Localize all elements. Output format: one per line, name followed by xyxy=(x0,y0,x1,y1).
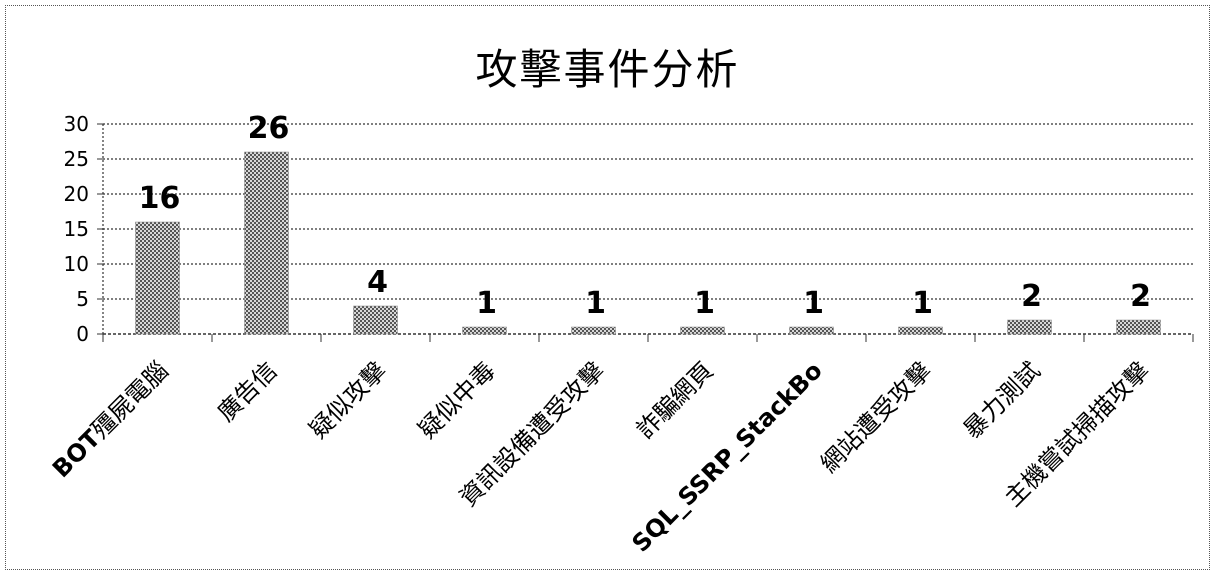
y-tick-label: 0 xyxy=(76,322,89,346)
y-tick-label: 5 xyxy=(76,287,89,311)
bar xyxy=(680,326,725,335)
x-tick-label: SQL_SSRP_StackBo xyxy=(627,356,828,557)
data-label: 2 xyxy=(1021,279,1042,314)
y-tick-label: 30 xyxy=(64,112,89,136)
x-tick-label: 疑似攻擊 xyxy=(304,356,392,444)
data-label: 1 xyxy=(912,286,933,321)
y-tick-label: 20 xyxy=(64,182,89,206)
bar xyxy=(898,326,943,335)
bar xyxy=(353,305,398,335)
data-label: 1 xyxy=(803,286,824,321)
y-tick-label: 15 xyxy=(64,217,89,241)
y-tick-label: 25 xyxy=(64,147,89,171)
bar xyxy=(1116,319,1161,335)
x-tick-label: 廣告信 xyxy=(212,356,283,427)
chart-title: 攻擊事件分析 xyxy=(475,45,740,94)
data-label: 1 xyxy=(585,286,606,321)
bar xyxy=(789,326,834,335)
x-tick-label: 疑似中毒 xyxy=(413,356,501,444)
data-label: 2 xyxy=(1130,279,1151,314)
data-label: 1 xyxy=(694,286,715,321)
data-label: 1 xyxy=(476,286,497,321)
bar xyxy=(462,326,507,335)
data-label: 26 xyxy=(248,111,290,146)
x-tick-label: 網站遭受攻擊 xyxy=(815,356,937,478)
y-tick-label: 10 xyxy=(64,252,89,276)
x-tick-label: BOT殭屍電腦 xyxy=(47,356,174,483)
x-tick-label: 詐騙網頁 xyxy=(631,356,719,444)
bar xyxy=(1007,319,1052,335)
data-label: 4 xyxy=(367,265,388,300)
chart-frame: 攻擊事件分析 0 5 10 15 20 25 30 16 BOT殭屍電腦 26 廣告信 4 疑似攻擊 1… xyxy=(5,5,1210,570)
bar xyxy=(244,151,289,335)
data-label: 16 xyxy=(139,181,181,216)
bar xyxy=(571,326,616,335)
bar xyxy=(135,221,180,335)
x-tick-label: 暴力測試 xyxy=(958,356,1046,444)
